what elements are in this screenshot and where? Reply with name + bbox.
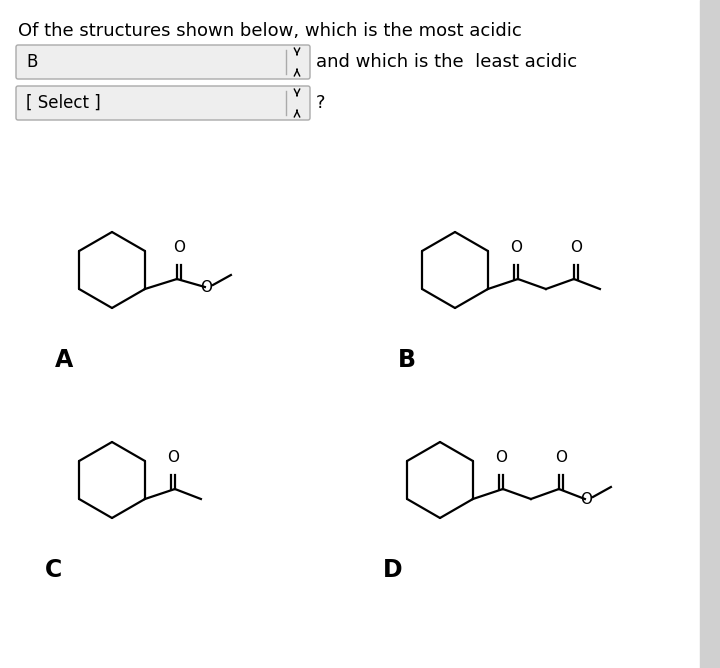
- Text: and which is the  least acidic: and which is the least acidic: [316, 53, 577, 71]
- Text: [ Select ]: [ Select ]: [26, 94, 101, 112]
- Text: B: B: [398, 348, 416, 372]
- Text: O: O: [495, 450, 507, 464]
- Text: O: O: [167, 450, 179, 464]
- Bar: [700, 0, 720, 668]
- Text: O: O: [555, 450, 567, 464]
- Text: O: O: [510, 240, 522, 255]
- Text: O: O: [580, 492, 592, 508]
- Text: O: O: [200, 281, 212, 295]
- Text: B: B: [26, 53, 37, 71]
- Text: A: A: [55, 348, 73, 372]
- Text: Of the structures shown below, which is the most acidic: Of the structures shown below, which is …: [18, 22, 522, 40]
- Text: C: C: [45, 558, 62, 582]
- Text: O: O: [570, 240, 582, 255]
- Text: D: D: [383, 558, 402, 582]
- Text: O: O: [173, 240, 185, 255]
- FancyBboxPatch shape: [16, 45, 310, 79]
- Text: ?: ?: [316, 94, 325, 112]
- FancyBboxPatch shape: [16, 86, 310, 120]
